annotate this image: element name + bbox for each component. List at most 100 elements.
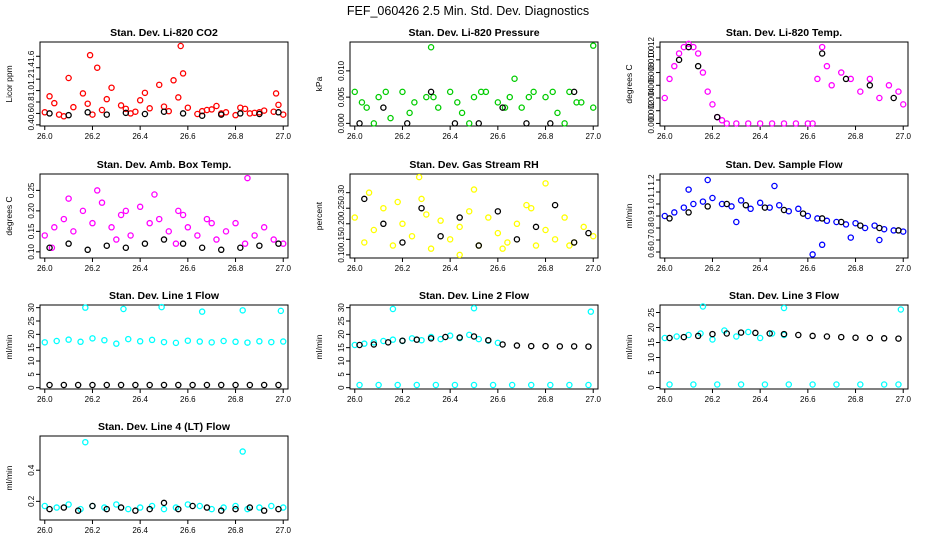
data-point-main [86,51,94,59]
y-tick-label: 25 [27,316,36,325]
data-point-overlay [485,336,492,344]
data-point-main [363,104,370,111]
data-point-main [41,232,49,239]
data-point-main [454,99,461,106]
data-point-overlay [46,505,53,513]
data-point-main [408,232,416,240]
y-tick-label: 1.2 [647,174,656,186]
data-point-overlay [475,242,483,249]
data-point-main [60,215,68,223]
data-point-main [246,110,254,117]
data-point-overlay [46,381,53,389]
data-point-main [508,381,516,389]
data-point-main [196,338,204,345]
x-tick-label: 26.0 [657,395,673,404]
y-tick-label: 0.000 [337,113,346,134]
panel-3: Stan. Dev. Li-820 Temp. 26.0 26.2 26.4 26.6 2… [624,27,912,141]
data-point-main [108,224,115,231]
data-point-overlay [437,232,444,240]
data-point-overlay [237,244,244,252]
data-point-main [506,93,514,101]
data-point-overlay [704,203,711,210]
data-point-main [747,205,754,213]
data-point-main [666,75,673,83]
data-point-main [208,106,215,113]
data-point-main [566,242,573,249]
x-tick-label: 27.0 [895,264,911,273]
data-point-main [82,438,89,446]
data-point-overlay [399,337,406,344]
data-point-overlay [260,381,268,389]
data-point-main [685,186,692,193]
data-point-overlay [179,110,187,117]
data-point-main [399,220,406,228]
data-point-overlay [117,504,125,511]
data-point-main [203,215,211,223]
x-tick-label: 27.0 [895,132,911,141]
data-point-main [775,201,783,209]
x-tick-label: 26.0 [37,395,53,404]
y-tick-label: 0.20 [27,203,36,219]
data-point-main [46,93,53,100]
data-point-main [713,381,721,388]
data-point-overlay [65,111,72,119]
x-tick-label: 26.0 [37,132,53,141]
data-point-overlay [256,242,263,249]
data-point-overlay [680,333,688,341]
x-tick-label: 26.8 [228,132,244,141]
x-tick-label: 26.8 [848,395,864,404]
x-tick-label: 26.4 [752,132,768,141]
x-tick-label: 26.8 [538,395,554,404]
data-point-main [172,339,180,347]
data-point-main [117,102,125,109]
x-tick-label: 26.8 [848,132,864,141]
data-point-overlay [175,505,182,513]
data-point-main [542,226,549,234]
data-point-main [756,199,764,207]
data-point-overlay [852,334,859,341]
x-tick-label: 26.0 [347,264,363,273]
data-point-overlay [103,111,111,118]
data-point-main [244,174,251,182]
data-point-overlay [685,209,692,216]
data-point-main [413,381,421,389]
data-point-main [101,336,108,344]
data-point-main [785,381,793,388]
data-point-overlay [666,334,673,342]
data-point-overlay [246,504,254,511]
x-tick-label: 26.4 [132,526,148,535]
data-point-overlay [160,108,168,115]
data-point-overlay [427,88,435,96]
x-tick-label: 26.4 [442,395,458,404]
data-point-main [184,224,192,231]
x-tick-label: 26.6 [180,395,196,404]
data-point-overlay [103,505,111,513]
y-tick-label: 1.1 [647,186,656,198]
data-point-overlay [256,110,263,118]
data-point-main [132,108,139,115]
data-point-overlay [570,343,578,350]
data-point-main [70,228,77,235]
data-point-main [573,99,580,106]
y-axis-label: kPa [314,76,324,91]
data-point-overlay [766,330,773,337]
data-point-overlay [742,201,750,209]
x-tick-label: 27.0 [275,264,291,273]
data-point-main [470,304,478,312]
data-point-main [709,194,716,202]
panel-title: Stan. Dev. Line 4 (LT) Flow [98,421,231,433]
data-point-main [523,201,530,209]
y-tick-label: 10 [27,356,36,365]
data-point-main [423,211,430,218]
data-point-overlay [694,62,702,70]
data-point-main [84,100,91,107]
data-point-main [82,304,89,311]
data-point-main [272,90,280,97]
plot-frame [39,41,289,127]
data-point-main [41,502,49,510]
data-point-main [389,336,397,343]
data-point-overlay [547,120,554,127]
data-point-main [501,104,509,111]
data-point-main [430,93,437,101]
data-point-main [542,93,549,101]
